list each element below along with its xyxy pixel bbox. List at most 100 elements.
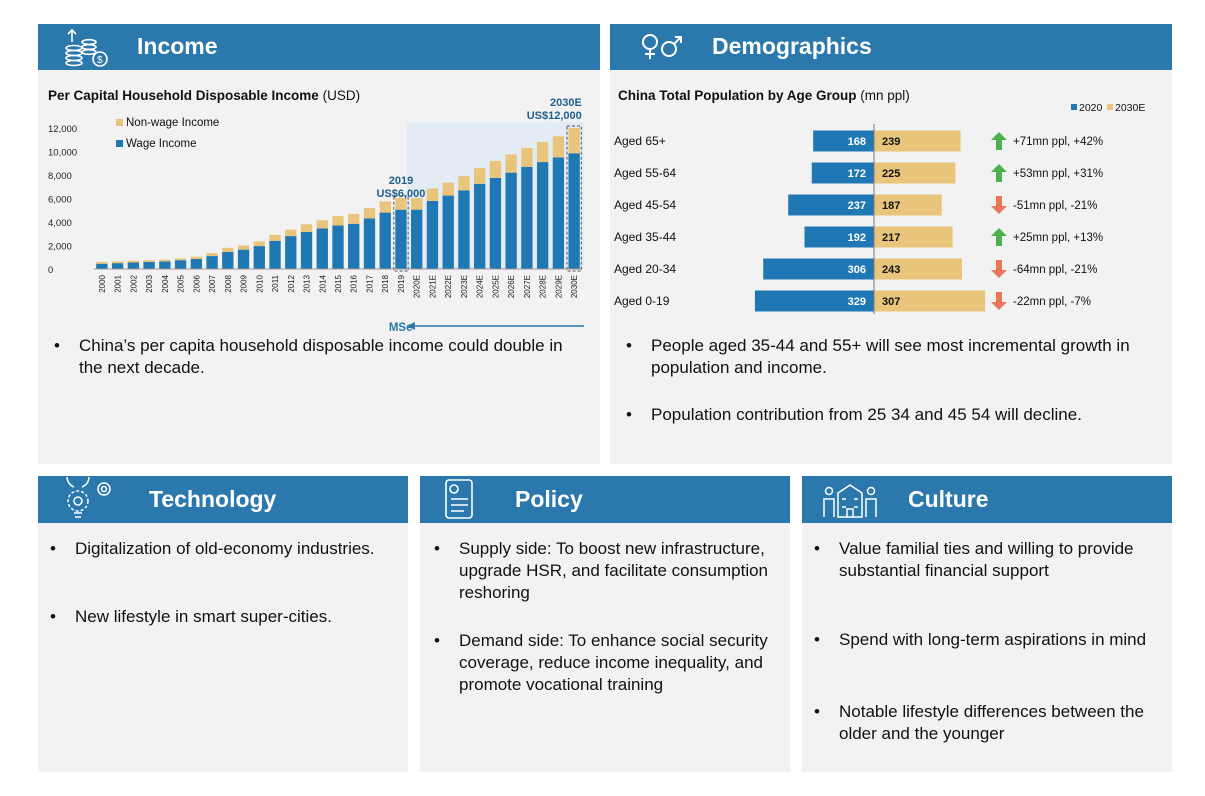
x-tick-label: 2025E (491, 275, 500, 298)
wage-income-bar (474, 183, 486, 269)
money-icon: $ (65, 28, 108, 67)
population-2020-value: 306 (848, 264, 866, 276)
non-wage-income-bar (363, 207, 376, 219)
population-chart: 2020 2030E Aged 65+ 168 239 +71mn ppl, +42% Ag… (614, 102, 1145, 314)
population-2030e-value: 217 (882, 232, 900, 244)
x-tick-label: 2005 (177, 274, 186, 292)
population-2030e-bar (874, 194, 942, 216)
population-2030e-bar (874, 226, 953, 248)
wage-income-bar (222, 251, 234, 269)
demographics-header: Demographics (610, 24, 1172, 70)
annotation-value: US$12,000 (527, 110, 582, 122)
age-group-label: Aged 35-44 (614, 230, 676, 244)
x-tick-label: 2016 (350, 274, 359, 292)
non-wage-income-bar (222, 247, 234, 252)
culture-header: Culture (802, 476, 1172, 523)
population-2030e-bar (874, 130, 961, 152)
change-label: -22mn ppl, -7% (1013, 296, 1091, 308)
x-tick-label: 2026E (507, 275, 516, 298)
income-title: Income (137, 33, 218, 59)
non-wage-income-bar (411, 197, 423, 210)
change-label: +71mn ppl, +42% (1013, 136, 1103, 148)
non-wage-income-bar (127, 260, 140, 263)
non-wage-income-bar (442, 182, 454, 196)
non-wage-income-bar (111, 261, 124, 264)
wage-income-bar (206, 256, 218, 269)
legend-label-2030e: 2030E (1115, 102, 1145, 114)
non-wage-income-bar (521, 147, 533, 167)
non-wage-income-bar (426, 188, 439, 201)
population-2020-value: 192 (848, 232, 866, 244)
up-arrow-icon (991, 228, 1007, 246)
down-arrow-icon (991, 260, 1007, 278)
culture-title: Culture (908, 486, 989, 512)
non-wage-income-bar (206, 253, 218, 257)
legend-label-wage: Wage Income (126, 138, 197, 150)
population-2020-bar (813, 130, 874, 152)
technology-bullet-1: • Digitalization of old-economy industrie… (50, 539, 375, 558)
forecast-arrow-head (406, 322, 415, 330)
x-tick-label: 2024E (476, 275, 485, 298)
wage-income-bar (300, 231, 313, 269)
population-2020-value: 168 (848, 136, 866, 148)
legend-swatch-wage (116, 140, 123, 147)
policy-panel: Policy • Supply side: To boost new infras… (420, 476, 790, 772)
demographics-bullet-1: • People aged 35-44 and 55+ will see most… (626, 336, 1130, 377)
x-tick-label: 2003 (145, 274, 154, 292)
demographics-title: Demographics (712, 33, 872, 59)
wage-income-bar (458, 190, 470, 269)
technology-title: Technology (149, 486, 277, 512)
gender-icon (642, 34, 682, 59)
population-2020-bar (804, 226, 874, 248)
x-tick-label: 2022E (444, 275, 453, 298)
wage-income-bar (489, 177, 502, 269)
svg-text:$: $ (97, 55, 103, 66)
x-tick-label: 2028E (539, 275, 548, 298)
population-chart-title: China Total Population by Age Group (mn … (618, 88, 910, 103)
non-wage-income-bar (474, 167, 486, 184)
population-2020-bar (763, 258, 874, 280)
wage-income-bar (536, 162, 549, 269)
policy-bullet-1: • Supply side: To boost new infrastructur… (434, 539, 769, 602)
wage-income-bar (521, 166, 533, 269)
wage-income-bar (285, 236, 297, 269)
y-tick-label: 4,000 (48, 218, 72, 229)
up-arrow-icon (991, 132, 1007, 150)
policy-title: Policy (515, 486, 583, 512)
x-tick-label: 2023E (460, 275, 469, 298)
non-wage-income-bar (285, 229, 297, 237)
x-tick-label: 2004 (161, 274, 170, 292)
x-tick-label: 2007 (208, 274, 217, 292)
x-tick-label: 2018 (381, 274, 390, 292)
non-wage-income-bar (316, 220, 328, 229)
wage-income-bar (505, 172, 517, 269)
down-arrow-icon (991, 196, 1007, 214)
annotation-value: US$6,000 (376, 188, 425, 200)
population-2030e-value: 225 (882, 168, 900, 180)
x-tick-label: 2002 (129, 274, 138, 292)
age-group-label: Aged 45-54 (614, 198, 676, 212)
population-2030e-value: 243 (882, 264, 900, 276)
culture-bullet-3: • Notable lifestyle differences between t… (814, 702, 1144, 743)
change-label: -51mn ppl, -21% (1013, 200, 1097, 212)
legend-swatch-2030e (1107, 104, 1113, 110)
wage-income-bar (442, 195, 454, 269)
policy-header: Policy (420, 476, 790, 523)
wage-income-bar (237, 249, 250, 269)
down-arrow-icon (991, 292, 1007, 310)
wage-income-bar (332, 225, 344, 269)
non-wage-income-bar (348, 213, 360, 224)
x-tick-label: 2027E (523, 275, 532, 298)
non-wage-income-bar (190, 256, 202, 260)
x-tick-label: 2019 (397, 274, 406, 292)
population-2020-bar (754, 290, 874, 312)
non-wage-income-bar (237, 245, 250, 250)
y-tick-label: 8,000 (48, 171, 72, 182)
legend-label-2020: 2020 (1079, 102, 1103, 114)
document-icon (445, 479, 473, 519)
wage-income-bar (159, 261, 171, 269)
population-2030e-value: 187 (882, 200, 900, 212)
wage-income-bar (269, 240, 281, 269)
y-tick-label: 12,000 (48, 124, 77, 135)
y-tick-label: 0 (48, 265, 53, 276)
